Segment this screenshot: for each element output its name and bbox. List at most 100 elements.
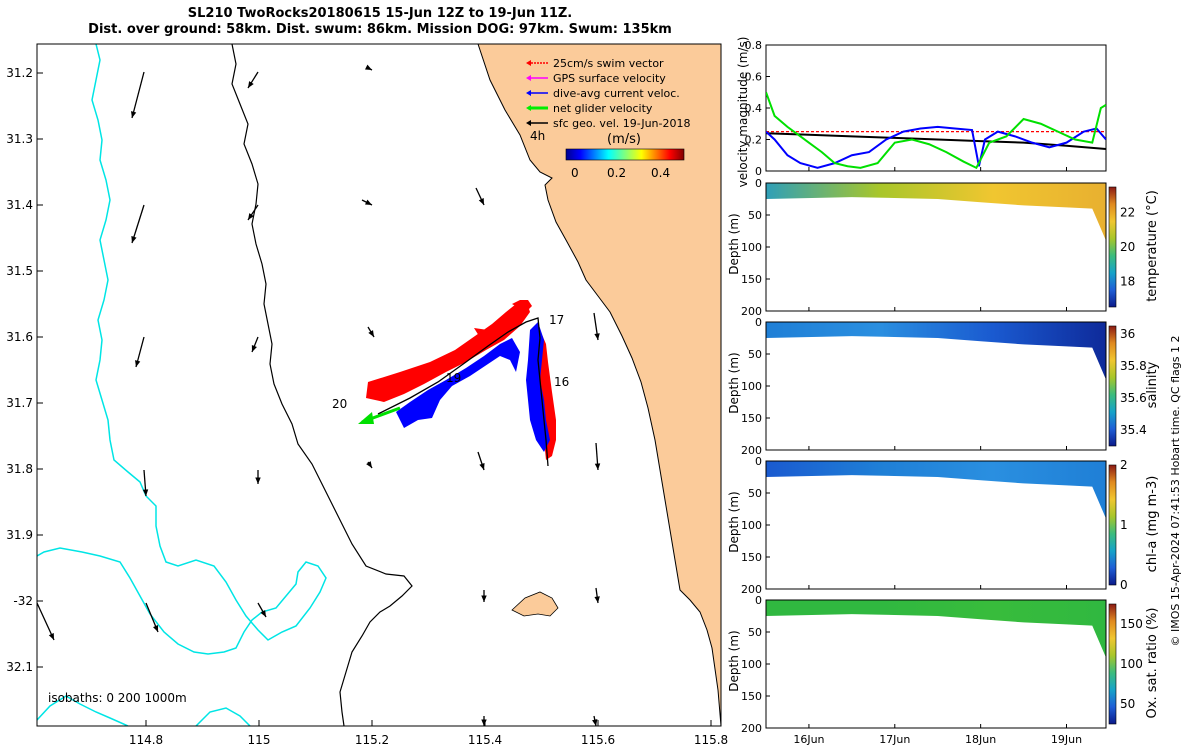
legend-entry: net glider velocity — [526, 102, 653, 115]
geo-arrow-head — [594, 596, 600, 603]
legend-arrowhead — [526, 75, 531, 81]
copyright-note: © IMOS 15-Apr-2024 07:41:53 Hobart time.… — [1169, 335, 1182, 647]
depth-tick-label: 50 — [748, 626, 762, 639]
depth-tick-label: 50 — [748, 348, 762, 361]
section-colorbar — [1108, 464, 1117, 586]
velocity-line — [766, 125, 1106, 169]
lat-tick-label: 31.9 — [6, 528, 33, 542]
velocity-ytick-label: 0.6 — [745, 71, 763, 84]
figure-title-line1: SL210 TwoRocks20180615 15-Jun 12Z to 19-… — [187, 6, 573, 21]
isobath-1000m-contour-s — [195, 707, 251, 726]
depth-tick-label: 0 — [755, 455, 762, 468]
time-tick-label: 19Jun — [1051, 733, 1082, 746]
time-tick-label: 18Jun — [965, 733, 996, 746]
section-colorbar — [1108, 186, 1117, 308]
oxygen-cbar-label: Ox. sat. ratio (%) — [1145, 607, 1160, 719]
velocity-ylabel: velocity magnitude (m/s) — [736, 36, 750, 188]
colorbar-tick-label: 18 — [1120, 274, 1135, 288]
section-fill — [766, 322, 1106, 380]
legend-entry: GPS surface velocity — [526, 72, 666, 85]
lat-tick-label: 31.5 — [6, 264, 33, 278]
section-fill — [766, 600, 1106, 658]
swim-vector-fan-top — [512, 300, 532, 312]
isobath-200m-contour — [231, 44, 413, 726]
salinity-cbar-label: salinity — [1145, 361, 1160, 409]
lon-tick-label: 115.8 — [694, 733, 728, 747]
colorbar-tick-label: 20 — [1120, 240, 1135, 254]
track-label-20: 20 — [332, 397, 347, 411]
map-island — [511, 591, 559, 617]
map-latitude-ticks: 31.2 31.3 31.4 31.5 31.6 31.7 31.8 31.9 -32 32.1 — [6, 66, 43, 674]
geo-arrow-head — [251, 345, 257, 352]
lon-tick-label: 115.4 — [468, 733, 502, 747]
geo-arrow-head — [365, 64, 372, 70]
map-land — [478, 44, 721, 726]
lat-tick-label: 31.8 — [6, 462, 33, 476]
geo-arrow-head — [478, 198, 484, 205]
figure-title-line2: Dist. over ground: 58km. Dist. swum: 86k… — [88, 22, 672, 37]
legend-label: net glider velocity — [553, 102, 653, 115]
legend-arrowhead — [526, 105, 531, 111]
depth-tick-label: 100 — [741, 658, 762, 671]
colorbar-tick-label: 35.8 — [1120, 359, 1147, 373]
lat-tick-label: 31.2 — [6, 66, 33, 80]
legend-arrowhead — [526, 120, 531, 126]
colorbar-tick-label: 22 — [1120, 206, 1135, 220]
geo-arrow-head — [255, 477, 261, 484]
geo-arrow-head — [366, 461, 372, 468]
geo-arrow-head — [130, 111, 137, 118]
velocity-ytick-label: 0.4 — [745, 102, 763, 115]
map-colorbar — [565, 148, 685, 161]
depth-tick-label: 150 — [741, 273, 762, 286]
isobaths-legend: isobaths: 0 200 1000m — [48, 691, 187, 705]
profile-panel-oxygen: 0 50 100 150 200 150 100 50 — [741, 594, 1143, 735]
track-label-16: 16 — [554, 375, 569, 389]
geo-arrow-head — [365, 199, 372, 205]
lat-tick-label: 31.7 — [6, 396, 33, 410]
map-frame — [36, 43, 722, 727]
legend-entry: dive-avg current veloc. — [526, 87, 680, 100]
velocity-line — [766, 132, 1106, 150]
velocity-line — [766, 91, 1106, 170]
depth-tick-label: 150 — [741, 551, 762, 564]
time-tick-label: 16Jun — [793, 733, 824, 746]
profile-panel-chla: 0 50 100 150 200 2 1 0 — [741, 455, 1128, 596]
temperature-cbar-label: temperature (°C) — [1145, 190, 1160, 302]
depth-tick-label: 200 — [741, 583, 762, 596]
lat-tick-label: 32.1 — [6, 660, 33, 674]
track-label-19: 19 — [446, 371, 461, 385]
map-longitude-ticks: 114.8 115 115.2 115.4 115.6 115.8 — [129, 720, 728, 747]
geo-arrow-head — [48, 633, 54, 640]
colorbar-tick-label: 35.6 — [1120, 391, 1147, 405]
depth-tick-label: 100 — [741, 241, 762, 254]
section-colorbar — [1108, 603, 1117, 725]
isobath-1000m-contour — [37, 44, 327, 655]
legend-label: 25cm/s swim vector — [553, 57, 664, 70]
lat-tick-label: -32 — [13, 594, 33, 608]
velocity-plot-frame — [765, 44, 1107, 172]
geo-arrow-head — [135, 360, 141, 367]
geo-arrow-head — [368, 330, 374, 337]
depth-tick-label: 50 — [748, 487, 762, 500]
chla-cbar-label: chl-a (mg m-3) — [1145, 475, 1160, 573]
colorbar-tick-label: 50 — [1120, 697, 1135, 711]
geo-arrow-head — [594, 463, 601, 470]
profile-panel-temperature: 0 50 100 150 200 22 20 18 — [741, 177, 1135, 318]
geo-arrow-head — [153, 625, 159, 632]
geo-arrow-head — [248, 81, 254, 88]
section-fill — [766, 183, 1106, 241]
colorbar-tick-2: 0.4 — [651, 166, 670, 180]
depth-tick-label: 100 — [741, 519, 762, 532]
geo-arrow-shaft — [131, 204, 145, 244]
depth-tick-label: 100 — [741, 380, 762, 393]
map-panel: 31.231.331.431.531.631.731.831.9-3232.1 … — [6, 43, 728, 747]
right-panels: 00.20.40.60.8 05010015020022201805010015… — [741, 39, 1147, 746]
colorbar-unit: (m/s) — [607, 132, 641, 147]
colorbar-tick-label: 35.4 — [1120, 423, 1147, 437]
colorbar-tick-label: 100 — [1120, 657, 1143, 671]
geo-arrow-head — [248, 213, 254, 220]
time-axis: 16Jun 17Jun 18Jun 19Jun — [793, 167, 1082, 746]
colorbar-tick-label: 36 — [1120, 327, 1135, 341]
chla-depth-label: Depth (m) — [727, 491, 741, 553]
colorbar-tick-label: 2 — [1120, 458, 1128, 472]
